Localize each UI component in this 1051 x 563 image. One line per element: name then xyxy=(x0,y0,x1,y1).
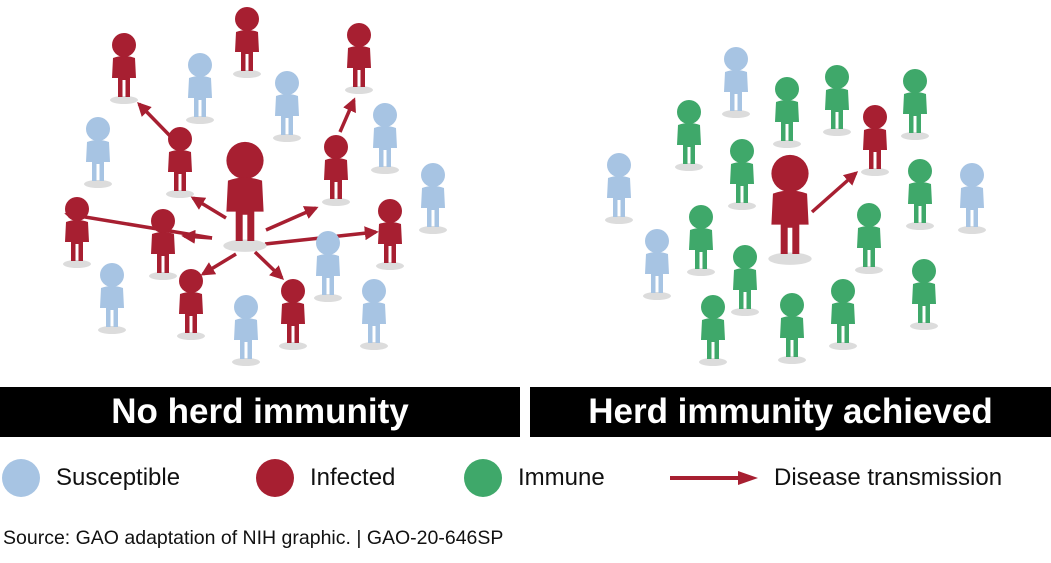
susceptible-person-icon xyxy=(605,153,633,224)
transmission-arrow xyxy=(200,252,237,276)
legend-item-transmission: Disease transmission xyxy=(668,456,1002,500)
transmission-arrow xyxy=(338,97,356,133)
herd-immunity-diagram xyxy=(63,7,986,366)
no-herd-immunity-panel xyxy=(63,7,447,366)
immune-person-icon xyxy=(699,295,727,366)
infected-person-icon xyxy=(345,23,373,94)
immune-person-icon xyxy=(731,245,759,316)
susceptible-person-icon xyxy=(419,163,447,234)
susceptible-person-icon xyxy=(273,71,301,142)
susceptible-person-icon xyxy=(360,279,388,350)
legend: Susceptible Infected Immune Disease tran… xyxy=(0,456,1051,500)
immune-person-icon xyxy=(906,159,934,230)
infected-person-icon xyxy=(177,269,205,340)
infected-person-icon xyxy=(861,105,889,176)
immune-person-icon xyxy=(901,69,929,140)
immune-person-icon xyxy=(829,279,857,350)
susceptible-person-icon xyxy=(643,229,671,300)
transmission-arrow xyxy=(253,250,285,280)
immune-person-icon xyxy=(675,100,703,171)
transmission-arrow xyxy=(265,206,319,232)
transmission-arrow-icon xyxy=(670,471,758,485)
infected-person-icon xyxy=(110,33,138,104)
legend-label-transmission: Disease transmission xyxy=(774,464,1003,491)
infected-person-icon xyxy=(279,279,307,350)
no-herd-immunity-banner: No herd immunity xyxy=(0,387,520,437)
susceptible-person-icon xyxy=(84,117,112,188)
susceptible-person-icon xyxy=(186,53,214,124)
herd-immunity-achieved-banner: Herd immunity achieved xyxy=(530,387,1051,437)
source-infected-person-icon xyxy=(223,141,267,252)
transmission-arrow xyxy=(64,208,213,240)
susceptible-person-icon xyxy=(958,163,986,234)
susceptible-person-icon xyxy=(98,263,126,334)
infected-dot-icon xyxy=(256,459,294,497)
legend-item-infected: Infected xyxy=(256,456,395,500)
source-infected-person-icon xyxy=(768,154,812,265)
transmission-arrow xyxy=(810,171,859,214)
legend-item-susceptible: Susceptible xyxy=(2,456,180,500)
transmission-arrow xyxy=(181,229,213,244)
immune-person-icon xyxy=(778,293,806,364)
legend-label-susceptible: Susceptible xyxy=(56,464,181,491)
immune-person-icon xyxy=(728,139,756,210)
susceptible-person-icon xyxy=(371,103,399,174)
immune-person-icon xyxy=(855,203,883,274)
infected-person-icon xyxy=(233,7,261,78)
transmission-arrow xyxy=(137,101,176,142)
immune-person-icon xyxy=(773,77,801,148)
legend-label-infected: Infected xyxy=(310,464,396,491)
transmission-arrow xyxy=(190,196,227,220)
legend-item-immune: Immune xyxy=(464,456,605,500)
immune-dot-icon xyxy=(464,459,502,497)
immune-person-icon xyxy=(823,65,851,136)
immune-person-icon xyxy=(910,259,938,330)
infected-person-icon xyxy=(166,127,194,198)
susceptible-dot-icon xyxy=(2,459,40,497)
susceptible-person-icon xyxy=(232,295,260,366)
susceptible-person-icon xyxy=(314,231,342,302)
source-note: Source: GAO adaptation of NIH graphic. |… xyxy=(3,527,504,549)
infected-person-icon xyxy=(376,199,404,270)
infected-person-icon xyxy=(63,197,91,268)
susceptible-person-icon xyxy=(722,47,750,118)
infected-person-icon xyxy=(322,135,350,206)
immune-person-icon xyxy=(687,205,715,276)
infected-person-icon xyxy=(149,209,177,280)
legend-label-immune: Immune xyxy=(518,464,605,491)
herd-immunity-panel xyxy=(605,47,986,366)
